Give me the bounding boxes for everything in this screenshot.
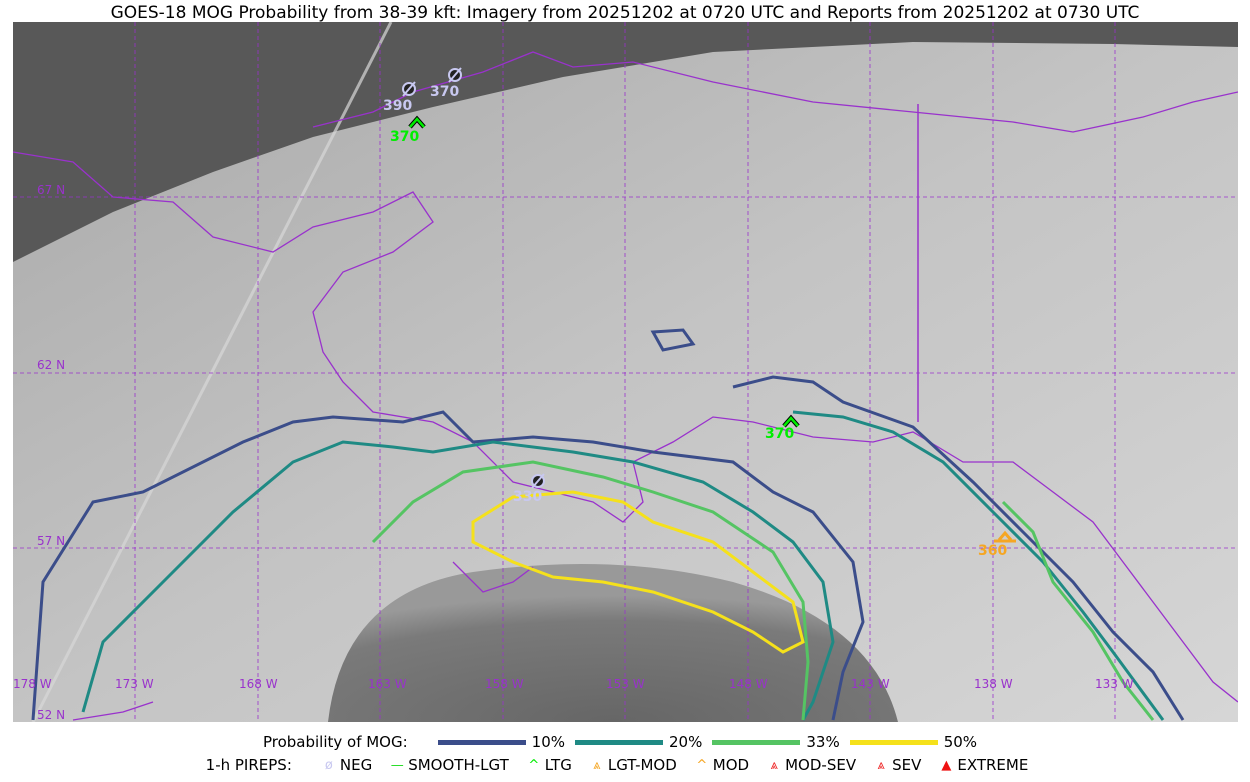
satellite-map: 178 W 173 W 168 W 163 W 158 W 153 W 148 W 143 W… — [13, 22, 1238, 722]
pirep-label: MOD-SEV — [785, 756, 857, 774]
pirep-neg: 370 — [430, 67, 462, 100]
latitude-labels: 67 N 62 N 57 N 52 N — [37, 183, 65, 722]
contour-10pct-east — [732, 375, 1185, 721]
contour-10pct — [31, 410, 865, 721]
pirep-label: EXTREME — [957, 756, 1029, 774]
coastlines — [13, 51, 1238, 721]
pirep-extreme: ▲ EXTREME — [937, 756, 1028, 774]
legend-swatch — [712, 739, 801, 745]
latitude-label: 62 N — [37, 358, 65, 372]
pirep-lgt-mod: ⩓ LGT-MOD — [588, 756, 677, 774]
pirep-legend-label: 1-h PIREPS: — [205, 756, 292, 774]
caret-icon: ^ — [528, 757, 540, 773]
latitude-label: 52 N — [37, 708, 65, 722]
legend-label: 33% — [806, 733, 840, 751]
legend-swatch — [437, 739, 526, 745]
pirep-altitude: 360 — [978, 543, 1007, 559]
caret-icon: ^ — [696, 757, 708, 773]
contour-33pct-east — [1001, 500, 1155, 721]
contour-20pct-east — [792, 410, 1165, 721]
contour-33pct — [371, 460, 810, 721]
pirep-altitude: 390 — [383, 98, 412, 114]
gulf-of-alaska-dark — [328, 564, 898, 722]
latitude-label: 67 N — [37, 183, 65, 197]
map-title: GOES-18 MOG Probability from 38-39 kft: … — [110, 3, 1140, 23]
satellite-artifact-line — [31, 22, 393, 722]
pirep-ltg: ^ LTG — [525, 756, 572, 774]
pirep-ltg: 370 — [390, 115, 426, 145]
pirep-smooth-lgt: — SMOOTH-LGT — [388, 756, 509, 774]
longitude-label: 138 W — [974, 677, 1013, 691]
triangle-icon: ▲ — [941, 757, 952, 773]
pirep-label: NEG — [339, 756, 373, 774]
pirep-lgt-mod: 360 — [978, 530, 1016, 559]
contour-10pct-island — [650, 328, 696, 352]
pirep-label: SEV — [892, 756, 922, 774]
contour-20pct — [81, 440, 835, 721]
longitude-label: 143 W — [851, 677, 890, 691]
pirep-label: SMOOTH-LGT — [408, 756, 509, 774]
pirep-label: LGT-MOD — [607, 756, 677, 774]
double-caret-icon: ⩓ — [877, 757, 885, 773]
caret-bar-icon: ⩓ — [593, 757, 601, 773]
pirep-altitude: 370 — [430, 84, 459, 100]
pirep-neg: 390 — [383, 81, 416, 114]
pirep-altitude: 370 — [390, 129, 419, 145]
pirep-ltg: 370 — [765, 414, 800, 442]
slash — [531, 473, 545, 489]
slashed-circle-icon: ø — [324, 757, 333, 773]
slash — [402, 81, 416, 97]
pirep-reports: 390 370 370 330 370 360 — [383, 67, 1016, 559]
pirep-neg: 330 — [513, 473, 545, 505]
pirep-altitude: 330 — [513, 489, 542, 505]
mog-contours — [31, 328, 1185, 721]
longitude-label: 133 W — [1095, 677, 1134, 691]
pirep-altitude: 370 — [765, 426, 794, 442]
legend-label: 50% — [943, 733, 978, 751]
pirep-legend: 1-h PIREPS: ø NEG — SMOOTH-LGT ^ LTG ⩓ LGT-M… — [0, 756, 1250, 774]
caret-icon — [783, 416, 799, 427]
pirep-label: MOD — [712, 756, 750, 774]
pirep-mod: ^ MOD — [693, 756, 749, 774]
legend-swatch — [575, 739, 664, 745]
longitude-label: 168 W — [239, 677, 278, 691]
legend-swatch — [849, 739, 938, 745]
longitude-label: 148 W — [729, 677, 768, 691]
caret-icon — [409, 117, 425, 128]
contour-50pct — [471, 490, 805, 654]
slash — [448, 67, 462, 83]
longitude-label: 163 W — [368, 677, 407, 691]
line-icon: — — [390, 757, 404, 773]
caret-bar-icon — [994, 530, 1016, 543]
graticule — [13, 22, 1238, 722]
legend-label: 10% — [531, 733, 566, 751]
double-caret-icon: ⩓ — [770, 757, 778, 773]
pirep-neg: ø NEG — [320, 756, 372, 774]
longitude-label: 153 W — [606, 677, 645, 691]
no-data-region — [13, 22, 1238, 262]
legend-item-50pct: 50% — [849, 733, 978, 751]
legend-item-10pct: 10% — [437, 733, 566, 751]
probability-legend-label: Probability of MOG: — [262, 733, 408, 751]
probability-legend: Probability of MOG: 10% 20% 33% 50% — [0, 733, 1250, 751]
longitude-label: 173 W — [115, 677, 154, 691]
legend-item-33pct: 33% — [712, 733, 840, 751]
legend-item-20pct: 20% — [575, 733, 702, 751]
longitude-labels: 178 W 173 W 168 W 163 W 158 W 153 W 148 W 143 W… — [13, 677, 1134, 691]
longitude-label: 178 W — [13, 677, 52, 691]
pirep-sev: ⩓ SEV — [872, 756, 921, 774]
legend-label: 20% — [669, 733, 703, 751]
latitude-label: 57 N — [37, 534, 65, 548]
pirep-label: LTG — [544, 756, 572, 774]
longitude-label: 158 W — [485, 677, 524, 691]
pirep-mod-sev: ⩓ MOD-SEV — [765, 756, 856, 774]
